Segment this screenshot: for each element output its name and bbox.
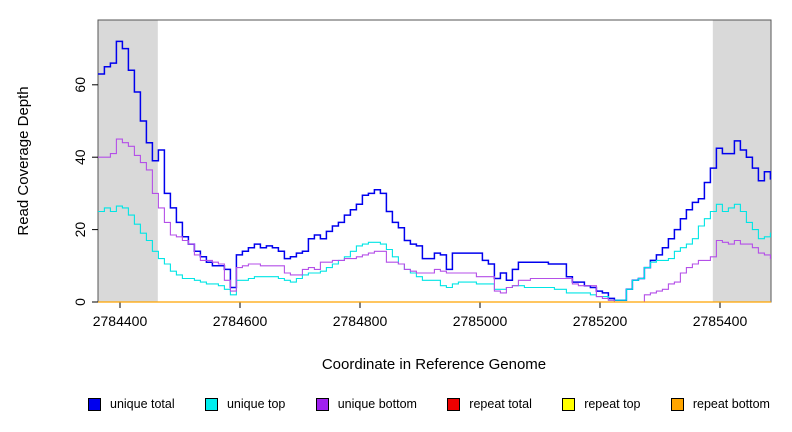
legend-item-unique-total: unique total: [88, 397, 175, 411]
y-axis-label: Read Coverage Depth: [15, 86, 32, 235]
x-tick-label: 2784600: [213, 313, 268, 329]
legend-label: unique bottom: [337, 397, 417, 411]
x-tick-label: 2785000: [453, 313, 508, 329]
series-line-unique-total: [98, 40, 772, 301]
highlight-regions: [98, 20, 771, 302]
chart-legend: unique total unique top unique bottom repea…: [88, 397, 770, 411]
highlight-region-right-flank: [712, 20, 771, 302]
series-line-unique-top: [98, 203, 771, 301]
x-tick-label: 2784400: [93, 313, 148, 329]
legend-label: repeat top: [584, 397, 641, 411]
legend-item-repeat-top: repeat top: [562, 397, 640, 411]
y-tick-label: 0: [72, 298, 88, 306]
axes: 2784400 2784600 2784800 2785000 2785200 27854…: [72, 77, 747, 329]
x-tick-label: 2785200: [573, 313, 628, 329]
legend-label: unique total: [110, 397, 175, 411]
legend-label: repeat bottom: [692, 397, 770, 411]
legend-label: unique top: [226, 397, 286, 411]
legend-swatch-unique-total: [88, 397, 101, 411]
y-tick-label: 20: [72, 222, 88, 238]
data-series-lines: [98, 40, 772, 303]
legend-swatch-repeat-total: [447, 397, 461, 411]
legend-item-repeat-total: repeat total: [447, 397, 532, 411]
plot-border: [97, 19, 772, 303]
legend-swatch-repeat-top: [562, 397, 576, 411]
x-tick-label: 2785400: [693, 313, 748, 329]
x-tick-label: 2784800: [333, 313, 388, 329]
legend-swatch-repeat-bottom: [670, 397, 684, 411]
x-axis-label: Coordinate in Reference Genome: [322, 356, 546, 373]
legend-item-repeat-bottom: repeat bottom: [670, 397, 770, 411]
y-tick-label: 40: [72, 149, 88, 165]
series-line-unique-bottom: [98, 138, 771, 303]
legend-swatch-unique-bottom: [315, 397, 329, 411]
legend-label: repeat total: [469, 397, 532, 411]
legend-item-unique-top: unique top: [204, 397, 286, 411]
y-tick-label: 60: [72, 77, 88, 93]
legend-swatch-unique-top: [204, 397, 218, 411]
legend-item-unique-bottom: unique bottom: [315, 397, 417, 411]
